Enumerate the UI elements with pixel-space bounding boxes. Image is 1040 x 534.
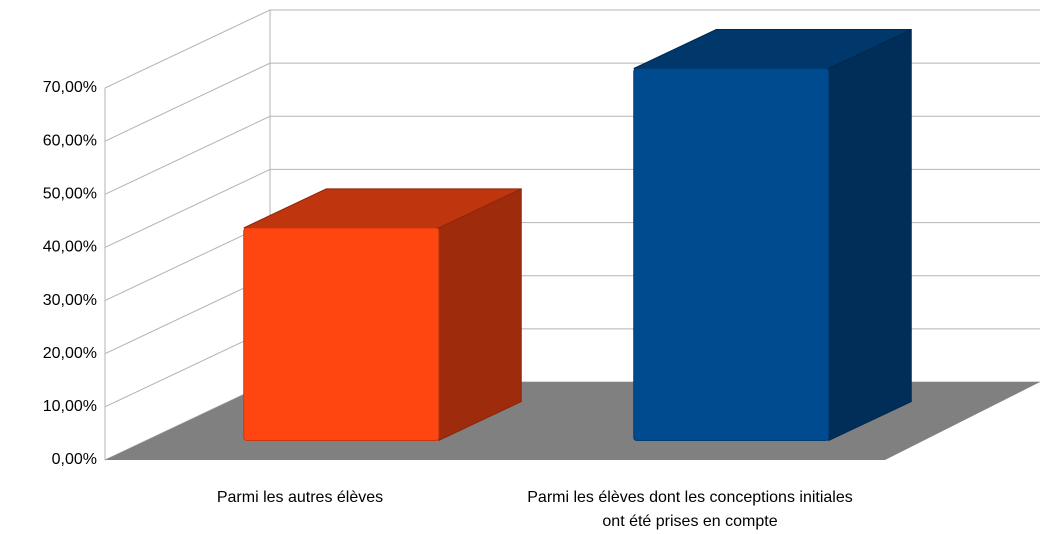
y-tick-label: 20,00% — [43, 345, 97, 362]
grid-line — [104, 9, 1040, 89]
y-tick-label: 10,00% — [43, 398, 97, 415]
bar-side — [438, 188, 522, 442]
bar-side — [828, 28, 912, 442]
x-tick-label: Parmi les autres élèves — [216, 489, 384, 506]
y-tick-label: 70,00% — [43, 79, 97, 96]
y-tick-label: 30,00% — [43, 292, 97, 309]
bar — [243, 227, 440, 441]
x-tick-label: Parmi les élèves dont les conceptions in… — [527, 489, 853, 530]
y-tick-label: 40,00% — [43, 239, 97, 256]
bar — [633, 68, 830, 441]
y-tick-label: 50,00% — [43, 186, 97, 203]
y-tick-label: 60,00% — [43, 132, 97, 149]
y-tick-label: 0,00% — [52, 451, 97, 468]
